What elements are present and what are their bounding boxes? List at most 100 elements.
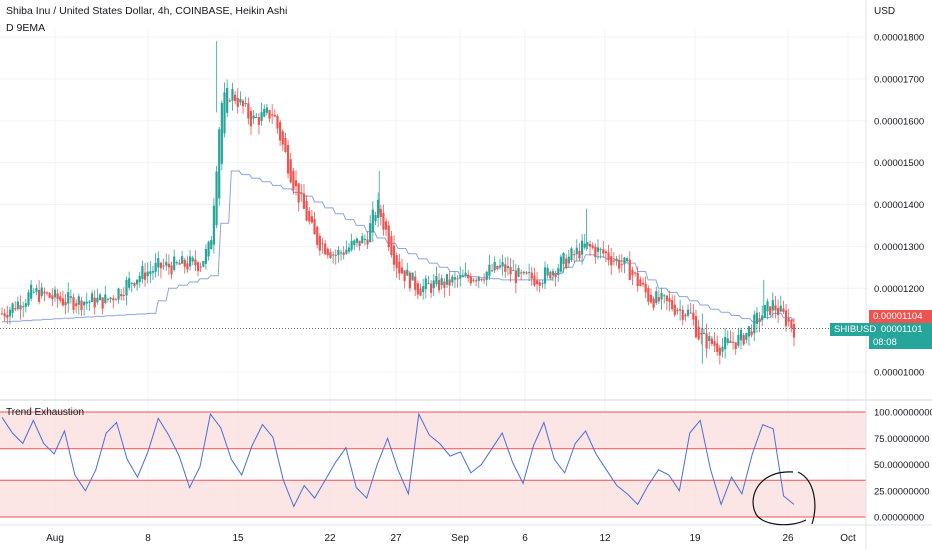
- candle-body: [612, 260, 615, 262]
- candle-body: [535, 280, 539, 284]
- candle-body: [594, 246, 597, 258]
- candle-body: [106, 298, 110, 300]
- timer-tag: 08:08: [869, 336, 932, 349]
- candle-body: [22, 306, 25, 308]
- oscillator-bands: [0, 411, 866, 518]
- y-tick-label: 0.00001200: [874, 284, 924, 295]
- y-tick-label: 0.00001400: [874, 200, 924, 211]
- candle-body: [175, 262, 178, 264]
- candle-body: [541, 283, 544, 285]
- candle-body: [490, 270, 494, 272]
- candle-body: [729, 340, 732, 343]
- candle-body: [459, 275, 462, 279]
- candle-body: [753, 314, 756, 334]
- candle-body: [792, 323, 796, 338]
- candle-body: [210, 240, 213, 250]
- currency-label[interactable]: USD: [874, 6, 896, 17]
- candle-body: [400, 267, 404, 274]
- candle-body: [686, 309, 690, 316]
- candle-body: [96, 297, 99, 303]
- candle-body: [702, 332, 706, 334]
- candle-body: [406, 269, 409, 276]
- candle-body: [657, 297, 661, 302]
- candle-body: [305, 201, 308, 221]
- candle-body: [130, 282, 133, 284]
- candle-body: [355, 238, 359, 243]
- candle-body: [392, 245, 396, 265]
- candle-body: [639, 279, 642, 286]
- candle-body: [236, 97, 239, 107]
- y-tick-label: 0.00001800: [874, 33, 924, 44]
- candle-body: [247, 103, 250, 119]
- candle-body: [522, 271, 525, 273]
- candle-body: [324, 243, 327, 255]
- candle-body: [196, 262, 200, 272]
- candle-body: [771, 300, 774, 311]
- candle-body: [69, 296, 72, 298]
- osc-y-tick-label: 100.00000000: [874, 408, 932, 419]
- grid-lines: [0, 30, 866, 517]
- symbol-tag[interactable]: SHIBUSD: [830, 323, 881, 336]
- candle-body: [427, 283, 430, 285]
- candle-body: [93, 297, 96, 308]
- x-tick-label: 6: [522, 533, 528, 544]
- x-tick-label: 27: [390, 533, 402, 544]
- oscillator-title[interactable]: Trend Exhaustion: [6, 407, 85, 418]
- candle-body: [332, 254, 335, 256]
- annotation-stroke: [752, 471, 816, 526]
- candle-body: [350, 240, 353, 250]
- candle-body: [498, 265, 502, 268]
- candle-body: [117, 288, 120, 300]
- candle-body: [345, 249, 348, 254]
- candle-body: [16, 301, 19, 309]
- candle-body: [133, 282, 136, 286]
- oscillator-band: [0, 412, 866, 449]
- candle-body: [204, 248, 208, 264]
- candle-body: [64, 301, 67, 306]
- candle-body: [623, 257, 626, 265]
- candle-body: [580, 240, 584, 255]
- indicator-label[interactable]: D 9EMA: [6, 22, 46, 34]
- candle-body: [708, 336, 711, 341]
- candle-body: [790, 319, 793, 329]
- candle-body: [67, 291, 70, 304]
- candle-body: [6, 314, 9, 318]
- chart-title[interactable]: Shiba Inu / United States Dollar, 4h, CO…: [6, 5, 288, 17]
- candle-body: [464, 272, 467, 277]
- candle-body: [358, 240, 361, 246]
- candle-body: [125, 280, 128, 296]
- candle-body: [636, 272, 639, 286]
- candle-body: [271, 114, 274, 116]
- x-tick-label: 19: [689, 533, 701, 544]
- candle-body: [302, 193, 306, 209]
- candle-body: [546, 268, 549, 276]
- x-tick-label: Sep: [451, 533, 469, 544]
- candle-body: [159, 262, 163, 269]
- candle-body: [366, 239, 369, 245]
- oscillator-path: [1, 412, 795, 508]
- candle-body: [554, 273, 557, 277]
- candle-body: [19, 305, 22, 310]
- y-tick-label: 0.00001000: [874, 368, 924, 379]
- candle-body: [731, 341, 735, 343]
- candle-body: [784, 310, 788, 327]
- candle-body: [390, 236, 393, 256]
- candle-body: [610, 256, 613, 266]
- candle-body: [403, 270, 406, 281]
- candle-body: [149, 271, 152, 274]
- candle-body: [520, 272, 523, 274]
- current-price-tag: 0.00001101: [869, 323, 932, 336]
- candle-body: [202, 260, 205, 267]
- candle-body: [493, 261, 496, 271]
- candle-body: [289, 159, 292, 183]
- candle-body: [151, 271, 155, 273]
- candle-body: [769, 306, 772, 315]
- candle-body: [528, 272, 531, 274]
- candle-body: [565, 258, 568, 269]
- candle-body: [377, 199, 380, 219]
- y-tick-label: 0.00001600: [874, 116, 924, 127]
- candle-body: [724, 337, 727, 350]
- candle-body: [766, 301, 769, 312]
- candle-body: [517, 268, 520, 277]
